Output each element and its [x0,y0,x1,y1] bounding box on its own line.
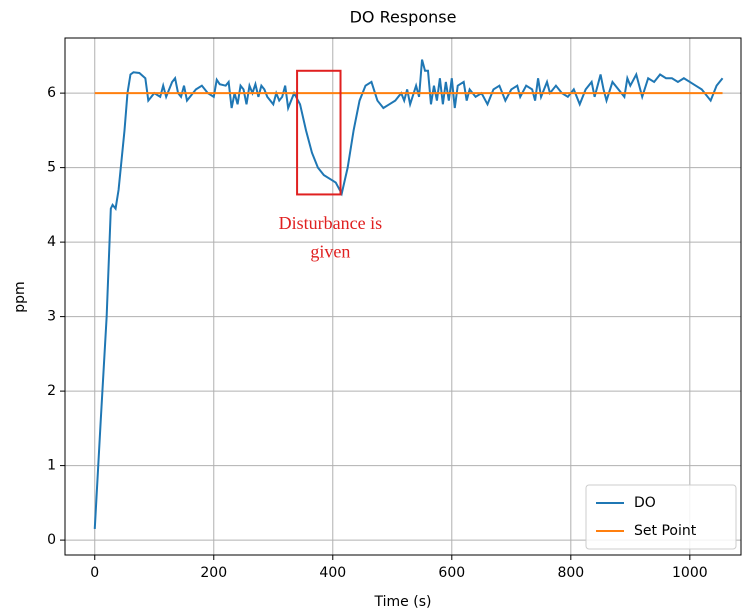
chart-title: DO Response [350,8,457,27]
y-tick-label: 2 [47,383,56,399]
annotation: Disturbance is [279,213,382,233]
legend-box [585,484,737,550]
plot-frame [64,37,742,556]
y-axis-label: ppm [12,281,28,312]
legend-label: DO [634,495,656,511]
data-line [93,59,724,529]
y-tick-label: 0 [47,532,56,548]
y-tick-label: 6 [47,85,56,101]
y-tick-label: 3 [47,309,56,325]
x-tick-label: 800 [557,565,584,581]
annotation: given [310,241,350,261]
y-tick-label: 5 [47,160,56,176]
x-tick-label: 0 [90,565,99,581]
y-tick-label: 1 [47,458,56,474]
legend: DO Set Point [585,484,737,550]
y-tick-label: 4 [47,234,56,250]
legend-label: Set Point [634,523,697,539]
x-tick-label: 600 [438,565,465,581]
x-tick-label: 200 [200,565,227,581]
x-axis-label: Time (s) [374,594,432,610]
x-tick-label: 400 [319,565,346,581]
highlight-box [296,69,342,196]
x-tick-label: 1000 [672,565,708,581]
